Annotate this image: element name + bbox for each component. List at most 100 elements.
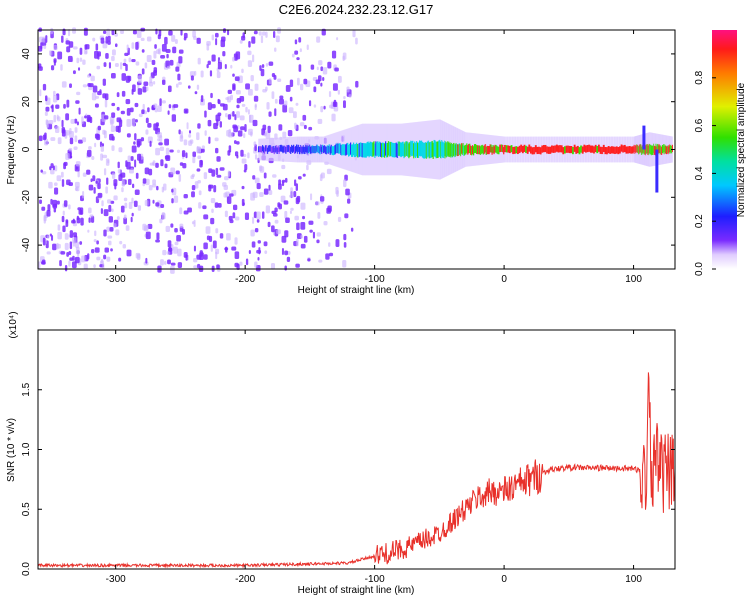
band-cell <box>604 146 607 155</box>
band-cell <box>667 145 669 154</box>
band-cell <box>265 145 268 152</box>
noise-cell <box>268 184 271 192</box>
band-cell <box>456 144 458 157</box>
noise-cell <box>65 40 70 45</box>
noise-cell <box>113 195 118 201</box>
band-cell <box>491 146 493 155</box>
noise-cell <box>119 240 123 245</box>
noise-cell <box>224 246 228 253</box>
band-cell <box>299 146 301 155</box>
noise-cell <box>87 74 91 78</box>
noise-cell <box>170 223 174 228</box>
noise-cell <box>171 198 174 204</box>
band-cell <box>262 146 265 153</box>
band-cell <box>573 144 576 152</box>
noise-cell <box>281 248 284 256</box>
noise-cell <box>75 161 81 167</box>
band-cell <box>271 146 274 153</box>
band-cell <box>533 147 536 155</box>
noise-cell <box>102 30 107 34</box>
noise-cell <box>186 122 189 130</box>
band-cell <box>534 145 537 153</box>
noise-cell <box>199 250 203 257</box>
band-cell <box>317 146 319 154</box>
band-cell <box>311 145 313 153</box>
noise-cell <box>208 184 214 189</box>
noise-cell <box>177 73 181 81</box>
noise-cell <box>178 56 183 64</box>
noise-cell <box>125 225 130 231</box>
noise-cell <box>153 123 159 131</box>
noise-cell <box>134 159 137 168</box>
band-cell <box>665 145 667 154</box>
band-cell <box>492 145 494 153</box>
band-cell <box>650 144 652 155</box>
band-cell <box>302 145 304 153</box>
band-cell <box>302 146 304 154</box>
band-cell <box>586 144 589 153</box>
noise-cell <box>145 129 149 135</box>
noise-cell <box>204 110 207 118</box>
noise-cell <box>171 114 177 122</box>
band-cell <box>332 146 335 156</box>
noise-cell <box>337 89 340 95</box>
noise-cell <box>111 102 116 107</box>
noise-cell <box>117 169 122 174</box>
noise-cell <box>216 174 222 178</box>
band-cell <box>478 145 481 155</box>
spectrogram-x-tick-label: -200 <box>235 274 255 285</box>
noise-cell <box>212 240 217 249</box>
noise-cell <box>67 55 73 63</box>
band-cell <box>391 142 394 158</box>
noise-cell <box>153 50 157 59</box>
noise-cell <box>104 99 108 108</box>
noise-cell <box>219 167 225 171</box>
noise-cell <box>142 86 147 93</box>
noise-cell <box>265 132 271 139</box>
band-cell <box>329 146 332 155</box>
noise-cell <box>68 250 72 256</box>
noise-cell <box>148 185 153 191</box>
noise-cell <box>45 119 49 126</box>
noise-cell <box>97 52 100 60</box>
band-cell <box>631 146 635 154</box>
noise-cell <box>198 190 202 196</box>
noise-cell <box>336 37 339 41</box>
noise-cell <box>96 65 101 70</box>
snr-series-line <box>37 372 676 569</box>
band-cell <box>513 146 516 154</box>
noise-cell <box>290 207 294 211</box>
noise-cell <box>215 147 219 154</box>
noise-cell <box>127 75 132 82</box>
noise-cell <box>178 81 182 85</box>
colorbar-tick-label: 0.4 <box>694 166 705 180</box>
noise-cell <box>94 142 97 148</box>
noise-cell <box>90 75 95 82</box>
band-cell <box>596 145 599 154</box>
noise-cell <box>273 31 276 38</box>
noise-cell <box>42 134 47 141</box>
noise-cell <box>320 66 324 72</box>
noise-cell <box>337 216 342 222</box>
noise-cell <box>140 137 145 142</box>
band-cell <box>354 143 357 158</box>
noise-cell <box>110 119 114 126</box>
noise-cell <box>328 91 332 98</box>
noise-cell <box>178 49 184 54</box>
noise-cell <box>166 53 169 59</box>
noise-cell <box>247 60 253 67</box>
band-cell <box>370 141 372 157</box>
noise-cell <box>105 53 109 59</box>
band-cell <box>259 146 261 153</box>
noise-cell <box>215 38 218 46</box>
band-cell <box>486 145 489 155</box>
band-cell <box>457 144 459 156</box>
band-cell <box>312 146 314 154</box>
noise-cell <box>343 179 347 188</box>
band-cell <box>396 143 399 159</box>
noise-cell <box>174 39 178 44</box>
band-cell <box>664 144 666 153</box>
band-cell <box>379 141 381 156</box>
band-cell <box>508 145 512 154</box>
noise-cell <box>136 253 141 260</box>
